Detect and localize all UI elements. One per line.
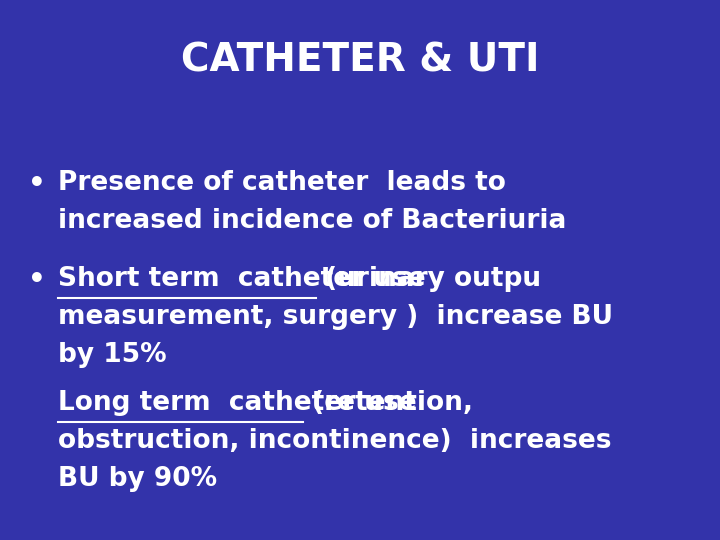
Text: increased incidence of Bacteriuria: increased incidence of Bacteriuria (58, 208, 567, 234)
Text: CATHETER & UTI: CATHETER & UTI (181, 41, 539, 79)
Text: •: • (28, 170, 46, 198)
Text: Long term  catheter use: Long term catheter use (58, 390, 417, 416)
Text: (retention,: (retention, (303, 390, 473, 416)
Text: (urinary outpu: (urinary outpu (316, 266, 541, 292)
Text: Short term  catheter use: Short term catheter use (58, 266, 426, 292)
Text: measurement, surgery )  increase BU: measurement, surgery ) increase BU (58, 304, 613, 330)
Text: obstruction, incontinence)  increases: obstruction, incontinence) increases (58, 428, 611, 454)
Text: Presence of catheter  leads to: Presence of catheter leads to (58, 170, 506, 196)
Text: •: • (28, 266, 46, 294)
Text: BU by 90%: BU by 90% (58, 466, 217, 492)
Text: by 15%: by 15% (58, 342, 166, 368)
